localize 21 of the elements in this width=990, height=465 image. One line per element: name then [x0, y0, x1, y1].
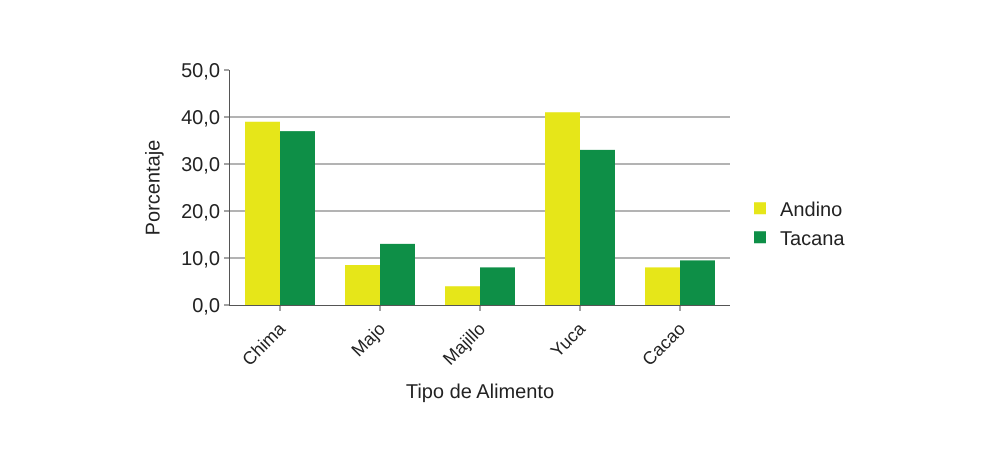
- legend-label: Andino: [780, 199, 842, 222]
- y-tick-label: 10,0: [181, 248, 220, 270]
- y-tick-label: 40,0: [181, 107, 220, 129]
- bar: [445, 286, 480, 305]
- bar: [345, 265, 380, 305]
- y-axis-title: Porcentaje: [142, 140, 165, 236]
- bar: [680, 260, 715, 305]
- bar: [580, 150, 615, 305]
- y-tick-label: 20,0: [181, 201, 220, 223]
- bar: [645, 267, 680, 305]
- bar: [280, 131, 315, 305]
- y-tick-label: 30,0: [181, 154, 220, 176]
- bar: [480, 267, 515, 305]
- bar: [380, 244, 415, 305]
- y-tick-label: 0,0: [192, 295, 220, 317]
- bar: [545, 112, 580, 305]
- legend-label: Tacana: [780, 228, 846, 250]
- x-tick-label: Yuca: [546, 318, 590, 362]
- bar: [245, 122, 280, 305]
- y-tick-label: 50,0: [181, 60, 220, 82]
- x-axis-title: Tipo de Alimento: [406, 381, 554, 404]
